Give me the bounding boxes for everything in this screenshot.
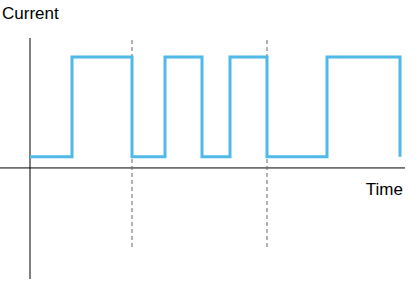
x-axis	[0, 167, 405, 168]
chart-svg: Current Time	[0, 0, 420, 286]
signal-line	[30, 57, 400, 157]
y-axis	[30, 38, 31, 279]
y-axis-label: Current	[2, 4, 59, 23]
plot-area	[30, 40, 400, 250]
x-axis-label: Time	[366, 180, 403, 199]
chart-container: Current Time	[0, 0, 420, 286]
